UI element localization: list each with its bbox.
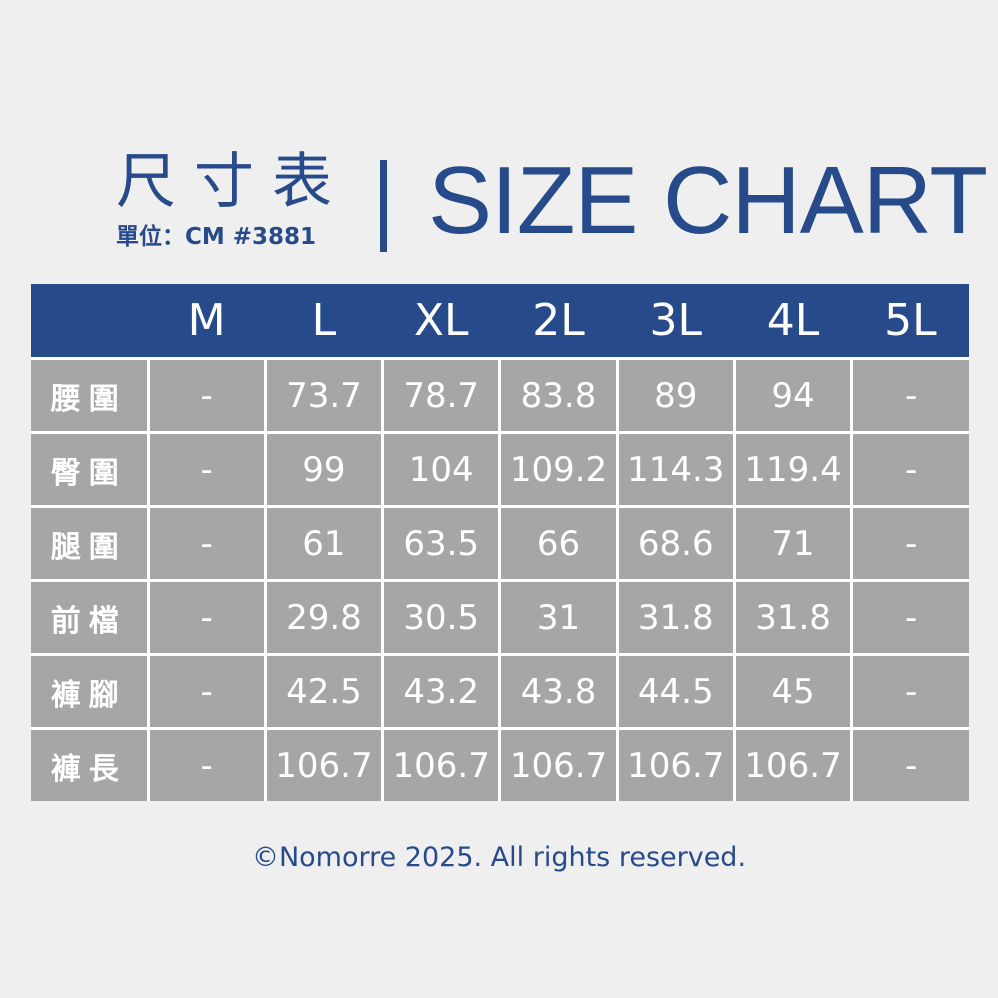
measurement-cell: 109.2 — [498, 431, 619, 508]
measurement-cell: 30.5 — [381, 579, 502, 656]
row-label: 褲長 — [31, 727, 150, 801]
measurement-cell: 119.4 — [732, 431, 854, 508]
measurement-cell: 89 — [615, 357, 736, 434]
table-row: 腰圍 -73.7 78.7 83.8 89 94- — [31, 357, 969, 434]
measurement-cell: 43.8 — [498, 653, 619, 730]
measurement-cell: - — [850, 505, 969, 582]
measurement-cell: 31 — [498, 579, 619, 656]
measurement-cell: 106.7 — [498, 727, 619, 801]
measurement-cell: - — [850, 653, 969, 730]
measurement-cell: 71 — [732, 505, 854, 582]
measurement-cell: 83.8 — [498, 357, 619, 434]
size-header: M — [148, 284, 266, 359]
copyright: ©Nomorre 2025. All rights reserved. — [251, 842, 747, 873]
measurement-cell: 94 — [732, 357, 854, 434]
measurement-cell: 61 — [263, 505, 385, 582]
measurement-cell: 42.5 — [263, 653, 385, 730]
measurement-cell: 106.7 — [615, 727, 736, 801]
table-row: 褲腳 -42.5 43.2 43.8 44.5 45- — [31, 653, 969, 730]
title-divider — [380, 160, 387, 252]
measurement-cell: - — [850, 579, 969, 656]
row-label: 前檔 — [31, 579, 150, 656]
unit-label: 單位：CM #3881 — [116, 224, 317, 250]
table-row: 臀圍 -99 104 109.2 114.3 119.4- — [31, 431, 969, 508]
measurement-cell: - — [146, 357, 267, 434]
measurement-cell: 104 — [381, 431, 502, 508]
measurement-cell: - — [146, 431, 267, 508]
size-header: 3L — [617, 284, 735, 359]
measurement-cell: 43.2 — [381, 653, 502, 730]
size-header: 4L — [734, 284, 852, 359]
measurement-cell: 29.8 — [263, 579, 385, 656]
measurement-cell: - — [850, 357, 969, 434]
measurement-cell: 68.6 — [615, 505, 736, 582]
row-label: 腰圍 — [31, 357, 150, 434]
measurement-cell: - — [146, 579, 267, 656]
measurement-cell: - — [146, 505, 267, 582]
measurement-cell: - — [850, 431, 969, 508]
measurement-cell: 114.3 — [615, 431, 736, 508]
measurement-cell: 44.5 — [615, 653, 736, 730]
size-header: 5L — [851, 284, 969, 359]
measurement-cell: 66 — [498, 505, 619, 582]
measurement-cell: 78.7 — [381, 357, 502, 434]
measurement-cell: 106.7 — [732, 727, 854, 801]
measurement-cell: 31.8 — [732, 579, 854, 656]
size-header: L — [265, 284, 383, 359]
title-english: SIZE CHART — [428, 147, 988, 254]
measurement-cell: 63.5 — [381, 505, 502, 582]
measurement-cell: 106.7 — [263, 727, 385, 801]
title-chinese: 尺寸表 — [116, 147, 350, 217]
table-row: 腿圍 -61 63.5 66 68.6 71- — [31, 505, 969, 582]
measurement-cell: 106.7 — [381, 727, 502, 801]
measurement-cell: 31.8 — [615, 579, 736, 656]
size-table: M L XL 2L 3L 4L 5L 腰圍 -73.7 78.7 83.8 89 94- 臀圍 -99 10… — [31, 284, 969, 801]
size-header: 2L — [499, 284, 618, 359]
row-label: 腿圍 — [31, 505, 150, 582]
measurement-cell: 99 — [263, 431, 385, 508]
measurement-cell: - — [850, 727, 969, 801]
row-label: 臀圍 — [31, 431, 150, 508]
table-row: 前檔 -29.8 30.5 31 31.8 31.8- — [31, 579, 969, 656]
size-header: XL — [382, 284, 500, 359]
measurement-cell: - — [146, 653, 267, 730]
table-row: 褲長 -106.7 106.7 106.7 106.7 106.7- — [31, 727, 969, 801]
measurement-cell: 45 — [732, 653, 854, 730]
measurement-cell: 73.7 — [263, 357, 385, 434]
measurement-cell: - — [146, 727, 267, 801]
header-row: M L XL 2L 3L 4L 5L — [31, 284, 969, 359]
header-corner — [31, 284, 148, 359]
row-label: 褲腳 — [31, 653, 150, 730]
